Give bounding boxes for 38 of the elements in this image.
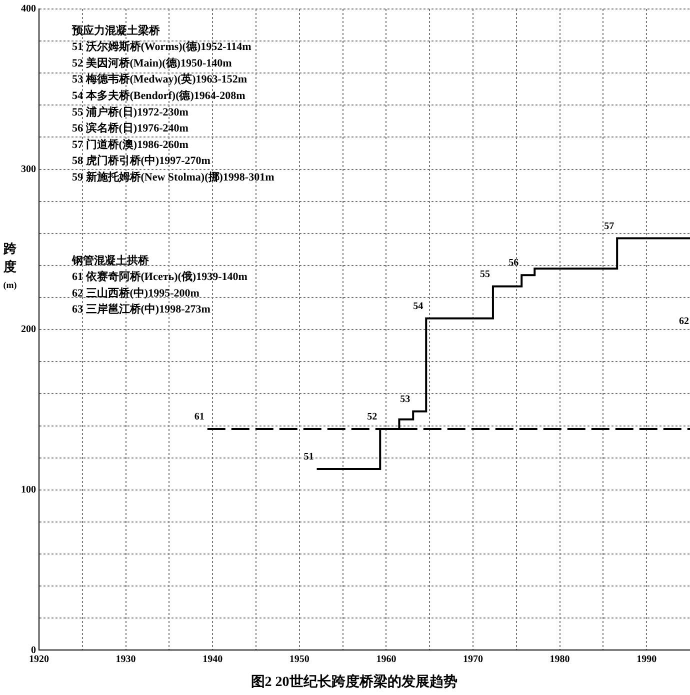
annotation: 预应力混凝土梁桥 [71, 24, 161, 37]
text: 图2 20世纪长跨度桥梁的发展趋势 [250, 673, 458, 690]
y-tick-label: 300 [21, 164, 36, 175]
annotation: 51 [304, 452, 314, 463]
annotation: 57 [604, 220, 614, 232]
x-tick-label: 1980 [550, 654, 570, 665]
y-axis-title: 跨度(m) [2, 240, 18, 290]
annotation: 53 梅德韦桥(Medway)(英)1963-152m [72, 72, 248, 86]
annotation: 56 滨名桥(日)1976-240m [72, 122, 188, 135]
y-tick-label: 400 [21, 4, 36, 15]
y-tick-label: 0 [31, 644, 36, 656]
annotation: 62 [679, 316, 689, 328]
annotation: 52 美因河桥(Main)(德)1950-140m [72, 56, 232, 70]
y-tick-label: 100 [21, 484, 36, 496]
annotation: 钢管混凝土拱桥 [71, 254, 150, 267]
annotation: 63 三岸邕江桥(中)1998-273m [72, 302, 210, 316]
annotation: 54 本多夫桥(Bendorf)(德)1964-208m [72, 89, 246, 102]
x-tick-label: 1920 [29, 654, 49, 665]
x-tick-label: 1970 [463, 654, 483, 665]
annotation: 57 门道桥(澳)1986-260m [72, 138, 188, 151]
annotation: 58 虎门桥引桥(中)1997-270m [72, 154, 210, 168]
annotation: 59 新施托姆桥(New Stolma)(挪)1998-301m [72, 170, 274, 184]
x-tick-label: 1960 [376, 654, 396, 665]
annotation: 52 [367, 412, 378, 423]
annotation: 54 [413, 300, 424, 312]
annotation: 55 浦户桥(日)1972-230m [72, 105, 188, 118]
y-tick-label: 200 [21, 324, 36, 336]
x-tick-label: 1940 [202, 654, 223, 665]
annotation: 62 三山西桥(中)1995-200m [72, 286, 200, 300]
annotation: 56 [508, 258, 519, 269]
annotation: 51 沃尔姆斯桥(Worms)(德)1952-114m [72, 40, 252, 54]
x-tick-label: 1990 [636, 654, 657, 665]
annotation: 61 依赛奇阿桥(Исеть)(俄)1939-140m [72, 270, 248, 284]
x-tick-label: 1930 [116, 654, 136, 665]
x-tick-label: 1950 [289, 654, 310, 665]
annotation: 55 [480, 268, 490, 280]
annotation: 61 [194, 412, 204, 423]
annotation: 53 [400, 394, 410, 405]
